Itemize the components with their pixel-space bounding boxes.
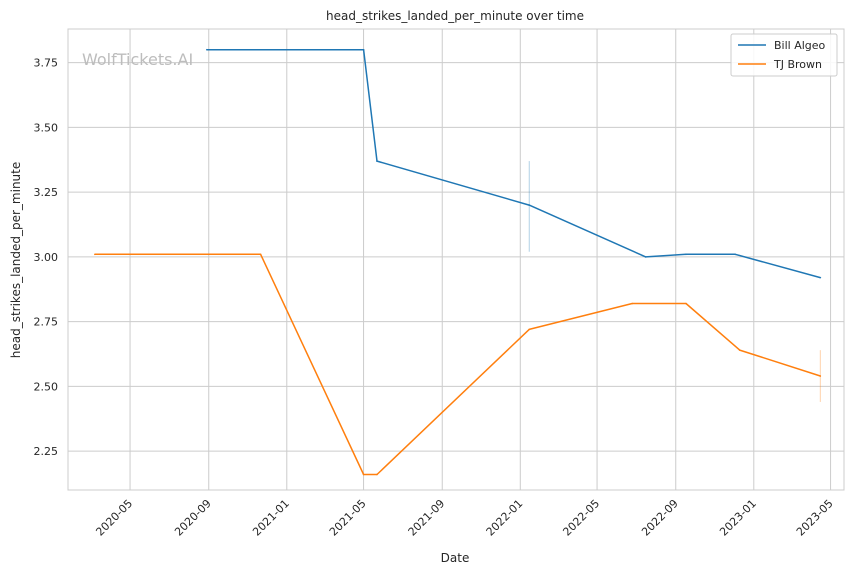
y-tick-label: 3.25 — [34, 186, 59, 199]
legend-label: Bill Algeo — [774, 39, 826, 52]
y-tick-label: 2.50 — [34, 380, 59, 393]
data-point — [631, 302, 634, 305]
x-tick-label: 2021-09 — [406, 497, 448, 539]
y-tick-label: 2.25 — [34, 445, 59, 458]
chart-title: head_strikes_landed_per_minute over time — [326, 9, 584, 23]
plot-frame — [67, 28, 845, 491]
series-line-1 — [94, 253, 821, 476]
data-point — [528, 328, 531, 331]
y-axis-label: head_strikes_landed_per_minute — [9, 162, 23, 359]
x-tick-label: 2023-01 — [717, 497, 759, 539]
data-point — [685, 302, 687, 305]
data-point — [94, 253, 96, 256]
series-layer — [94, 48, 822, 476]
data-point — [362, 473, 365, 476]
x-tick-label: 2022-01 — [484, 497, 526, 539]
y-tick-label: 3.00 — [34, 251, 59, 264]
data-point — [819, 375, 822, 377]
x-tick-label: 2023-05 — [794, 497, 836, 539]
data-point — [259, 253, 262, 256]
data-point — [362, 48, 365, 51]
tick-labels: 2.25 2.50 2.75 3.00 3.25 3.50 3.75 2020-05 2020-… — [34, 57, 836, 539]
data-point — [644, 256, 647, 258]
data-point — [376, 473, 378, 476]
data-point — [738, 349, 741, 351]
grid — [68, 29, 844, 490]
y-tick-label: 3.50 — [34, 121, 59, 134]
data-point — [819, 276, 822, 279]
data-point — [528, 204, 531, 206]
legend-label: TJ Brown — [773, 58, 822, 71]
x-tick-label: 2022-09 — [639, 497, 681, 539]
series-line-0 — [206, 48, 821, 279]
y-tick-label: 3.75 — [34, 57, 59, 70]
data-point — [685, 253, 687, 256]
data-point — [376, 160, 378, 162]
x-tick-label: 2022-05 — [560, 497, 602, 539]
y-tick-label: 2.75 — [34, 316, 59, 329]
legend: Bill Algeo TJ Brown — [730, 33, 838, 77]
x-tick-label: 2020-09 — [172, 497, 214, 539]
data-point — [206, 48, 208, 51]
x-tick-label: 2021-05 — [327, 497, 369, 539]
x-tick-label: 2020-05 — [93, 497, 135, 539]
watermark: WolfTickets.AI — [82, 50, 193, 69]
data-point — [734, 253, 737, 256]
x-tick-label: 2021-01 — [250, 497, 292, 539]
x-axis-label: Date — [441, 551, 470, 565]
